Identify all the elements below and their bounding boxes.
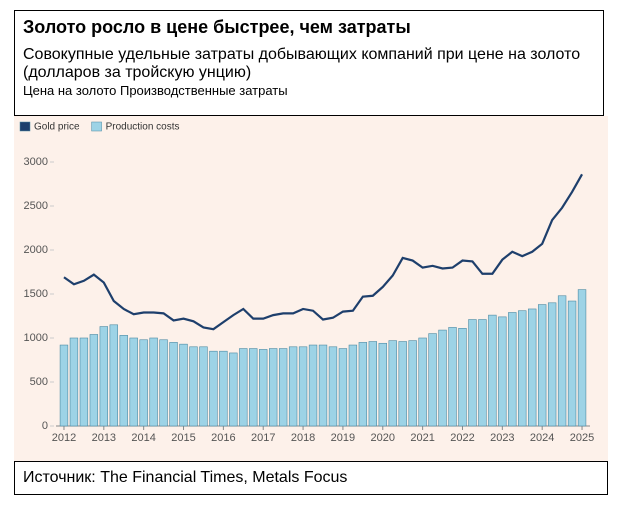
x-tick-label: 2016 <box>211 432 235 444</box>
bar <box>219 350 228 427</box>
bar <box>547 302 557 427</box>
bar <box>508 312 517 427</box>
chart-note: Цена на золото Производственные затраты <box>23 83 288 98</box>
bar <box>338 348 348 427</box>
bar <box>318 344 328 427</box>
bar <box>398 341 407 427</box>
source: Источник: The Financial Times, Metals Fo… <box>14 461 608 495</box>
x-tick-label: 2017 <box>251 432 275 444</box>
bar <box>557 295 567 427</box>
bar <box>537 304 547 427</box>
bar <box>69 337 79 427</box>
legend-swatch <box>91 121 102 132</box>
y-tick-label: 500 <box>30 376 48 388</box>
x-tick-label: 2013 <box>92 432 116 444</box>
bar <box>448 327 457 427</box>
bar <box>478 319 487 427</box>
bar <box>139 339 148 427</box>
bar <box>298 346 308 427</box>
bar <box>239 348 248 427</box>
bar <box>119 335 128 427</box>
legend-swatch <box>19 121 31 132</box>
bar <box>488 314 497 427</box>
x-tick-label: 2014 <box>131 432 155 444</box>
x-tick-label: 2021 <box>410 432 434 444</box>
bar <box>109 324 118 427</box>
y-tick-label: 3000 <box>24 156 48 168</box>
bar <box>199 346 208 427</box>
line <box>63 173 583 331</box>
y-tick-label: 1000 <box>24 332 48 344</box>
legend-label: Production costs <box>106 122 180 133</box>
x-tick-label: 2024 <box>530 432 554 444</box>
bar <box>209 350 218 427</box>
x-tick-label: 2020 <box>371 432 395 444</box>
header: Золото росло в цене быстрее, чем затраты… <box>14 10 604 116</box>
bar <box>348 344 358 427</box>
bar <box>259 349 268 427</box>
bar <box>288 346 298 427</box>
y-tick-label: 2500 <box>24 200 48 212</box>
bar <box>129 337 138 427</box>
bar <box>358 342 368 427</box>
x-tick-label: 2018 <box>291 432 315 444</box>
bar <box>518 310 527 427</box>
bar <box>89 334 99 427</box>
bar <box>468 319 477 427</box>
bar <box>229 352 238 427</box>
x-tick-label: 2012 <box>52 432 76 444</box>
chart-subtitle: Совокупные удельные затраты добывающих к… <box>23 46 581 81</box>
bar <box>179 343 188 427</box>
y-tick-label: 2000 <box>24 244 48 256</box>
bar <box>577 289 587 427</box>
x-tick-label: 2019 <box>331 432 355 444</box>
bar <box>368 341 377 427</box>
bar <box>269 348 278 427</box>
bar <box>169 342 178 427</box>
bar <box>388 340 397 427</box>
bar <box>528 308 537 427</box>
bar <box>458 328 467 427</box>
bar <box>408 340 417 427</box>
y-tick-label: 0 <box>42 420 48 432</box>
chart-title: Золото росло в цене быстрее, чем затраты <box>23 17 411 37</box>
bar <box>249 348 258 427</box>
x-tick-label: 2022 <box>450 432 474 444</box>
bar <box>79 337 89 427</box>
bar <box>59 344 69 427</box>
x-tick-label: 2015 <box>171 432 195 444</box>
bar <box>428 333 437 427</box>
x-tick-label: 2023 <box>490 432 514 444</box>
bar <box>498 316 507 427</box>
y-tick-label: 1500 <box>24 288 48 300</box>
bar <box>328 346 338 427</box>
x-tick-label: 2025 <box>570 432 594 444</box>
bar <box>189 346 198 427</box>
bar <box>418 337 427 427</box>
bar <box>159 339 168 427</box>
legend-label: Gold price <box>34 122 80 133</box>
bar <box>99 326 109 427</box>
bar <box>567 300 577 427</box>
bar <box>438 329 447 427</box>
bar <box>149 337 158 427</box>
bar <box>308 344 318 427</box>
bar <box>378 342 387 427</box>
bar <box>278 348 288 427</box>
